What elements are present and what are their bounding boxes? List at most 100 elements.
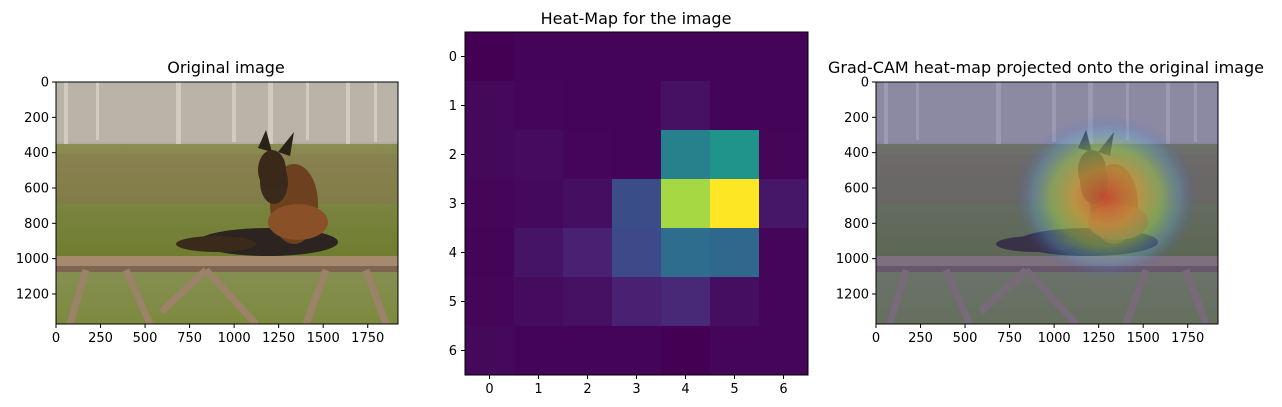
x-tick-label: 1500 [307,331,340,346]
x-tick-label: 4 [681,382,689,397]
x-tick-label: 250 [908,331,933,346]
x-tick-label: 6 [779,382,787,397]
y-tick-label: 200 [24,111,49,126]
heatmap-cell [759,32,809,82]
x-tick-label: 1250 [1082,331,1115,346]
x-tick-label: 1000 [1038,331,1071,346]
original-photo [56,82,398,324]
y-tick-label: 3 [449,197,457,212]
heatmap-cell [465,179,515,229]
x-tick-label: 500 [133,331,158,346]
x-tick-label: 0 [52,331,60,346]
x-tick-label: 5 [730,382,738,397]
heatmap-cell [710,326,760,376]
x-tick-label: 3 [632,382,640,397]
heatmap-cell [514,326,564,376]
heatmap-cell [563,326,613,376]
y-tick-label: 600 [24,181,49,196]
heatmap-cell [661,277,711,327]
heatmap-cell [661,326,711,376]
panel3-title: Grad-CAM heat-map projected onto the ori… [828,58,1264,77]
heatmap-cell [710,81,760,131]
heatmap-cell [563,32,613,82]
heatmap-cell [612,81,662,131]
heatmap-cell [612,32,662,82]
heatmap-cell [465,228,515,278]
y-tick-label: 5 [449,295,457,310]
heatmap-cell [759,130,809,180]
heatmap-cell [563,81,613,131]
y-tick-label: 0 [861,76,869,91]
heatmap-cell [563,277,613,327]
heatmap-cell [465,326,515,376]
panel2-title: Heat-Map for the image [541,9,732,28]
heatmap-cell [465,81,515,131]
x-tick-label: 2 [583,382,591,397]
y-tick-label: 6 [449,344,457,359]
x-tick-label: 750 [177,331,202,346]
x-tick-label: 1750 [1171,331,1204,346]
heatmap-cell [759,179,809,229]
heatmap-cell [514,277,564,327]
y-tick-label: 400 [844,146,869,161]
heatmap-cell [710,179,760,229]
heatmap-cell [465,130,515,180]
panel1-title: Original image [167,58,285,77]
heatmap-cell [759,228,809,278]
heatmap-cell [710,228,760,278]
panel-heatmap: Heat-Map for the image 0 1 2 3 4 5 6 0 1 2 3 4 5 6 [449,9,809,397]
heatmap-cell [514,32,564,82]
panel-original-image: Original image 0 250 500 750 1000 1250 1500 175… [16,58,399,346]
y-tick-label: 0 [41,76,49,91]
y-tick-label: 1200 [836,287,869,302]
heatmap-cell [661,130,711,180]
y-tick-label: 0 [449,50,457,65]
x-tick-label: 1 [534,382,542,397]
y-tick-label: 4 [449,246,457,261]
heatmap-cell [710,130,760,180]
x-tick-label: 1750 [351,331,384,346]
y-tick-label: 1000 [836,252,869,267]
y-tick-label: 800 [844,217,869,232]
heatmap-cell [759,277,809,327]
heatmap-cell [710,32,760,82]
heatmap-cell [612,277,662,327]
y-tick-label: 1 [449,99,457,114]
x-tick-label: 250 [88,331,113,346]
x-tick-label: 500 [953,331,978,346]
heatmap-cell [514,228,564,278]
x-tick-label: 1250 [262,331,295,346]
panel-gradcam-overlay: Grad-CAM heat-map projected onto the ori… [828,58,1264,346]
y-tick-label: 600 [844,181,869,196]
overlay-photo [876,82,1218,324]
y-tick-label: 200 [844,111,869,126]
heatmap-cell [661,32,711,82]
heatmap-cell [612,179,662,229]
heatmap-cell [514,130,564,180]
heatmap-cell [612,130,662,180]
heatmap-cell [710,277,760,327]
x-tick-label: 1500 [1127,331,1160,346]
gradcam-hotspot [1014,115,1198,279]
heatmap-cell [759,81,809,131]
heatmap-cell [612,326,662,376]
heatmap-cell [661,228,711,278]
heatmap-cell [563,130,613,180]
heatmap-cell [563,228,613,278]
heatmap-cell [661,81,711,131]
heatmap-cell [514,81,564,131]
x-tick-label: 0 [485,382,493,397]
heatmap-cell [514,179,564,229]
heatmap-cell [612,228,662,278]
y-tick-label: 1000 [16,252,49,267]
x-tick-label: 750 [997,331,1022,346]
x-tick-label: 1000 [218,331,251,346]
heatmap-cell [563,179,613,229]
y-tick-label: 400 [24,146,49,161]
x-tick-label: 0 [872,331,880,346]
heatmap-cell [465,277,515,327]
heatmap-cell [465,32,515,82]
heatmap-cell [759,326,809,376]
y-tick-label: 2 [449,148,457,163]
